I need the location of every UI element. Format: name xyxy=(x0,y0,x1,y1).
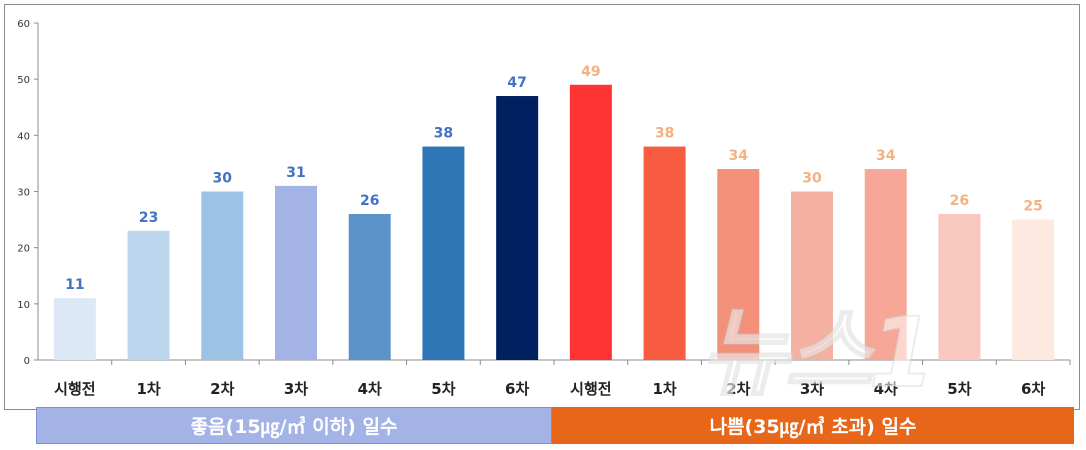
data-label: 34 xyxy=(876,148,896,164)
data-label: 23 xyxy=(139,210,158,226)
data-label: 38 xyxy=(434,126,453,142)
bar xyxy=(938,213,981,360)
x-tick-label: 2차 xyxy=(210,380,234,398)
x-axis: 시행전 1차 2차 3차 4차 5차 6차 시행전 1차 2차 3차 4차 5차 6차 xyxy=(54,360,1071,398)
bar xyxy=(422,146,465,360)
y-tick-label: 30 xyxy=(17,188,30,199)
y-tick-label: 0 xyxy=(24,356,30,367)
data-label: 26 xyxy=(950,193,969,209)
data-label: 38 xyxy=(655,126,674,142)
data-label: 47 xyxy=(507,75,526,91)
data-label: 49 xyxy=(581,64,600,80)
x-tick-label: 3차 xyxy=(284,380,308,398)
data-label: 25 xyxy=(1023,199,1042,215)
x-tick-label: 시행전 xyxy=(54,380,95,398)
x-tick-label: 시행전 xyxy=(570,380,611,398)
x-tick-label: 4차 xyxy=(874,380,898,398)
bar xyxy=(717,169,760,360)
group-label-bad-days: 나쁨(35㎍/㎥ 초과) 일수 xyxy=(552,407,1074,444)
x-tick-label: 4차 xyxy=(358,380,382,398)
data-label: 34 xyxy=(729,148,749,164)
bar xyxy=(275,185,317,360)
bar xyxy=(348,213,391,360)
data-label: 30 xyxy=(213,171,233,187)
data-label: 30 xyxy=(802,171,822,187)
bar xyxy=(201,191,244,360)
data-label: 31 xyxy=(286,165,305,181)
data-labels: 11 23 30 31 26 38 47 49 38 34 30 34 26 25 xyxy=(65,64,1043,293)
x-tick-label: 6차 xyxy=(505,380,529,398)
x-tick-label: 5차 xyxy=(431,380,455,398)
bar xyxy=(791,191,833,360)
data-label: 11 xyxy=(65,277,84,293)
bar xyxy=(643,146,686,360)
y-tick-label: 60 xyxy=(17,19,30,30)
data-label: 26 xyxy=(360,193,379,209)
x-tick-label: 3차 xyxy=(800,380,824,398)
y-tick-label: 10 xyxy=(17,300,30,311)
y-tick-label: 20 xyxy=(17,244,30,255)
x-tick-label: 6차 xyxy=(1021,380,1045,398)
x-tick-label: 1차 xyxy=(652,380,676,398)
group-label-good-days: 좋음(15㎍/㎥ 이하) 일수 xyxy=(36,407,552,444)
bar xyxy=(864,169,907,360)
y-tick-label: 50 xyxy=(17,75,30,86)
bars xyxy=(53,84,1055,361)
bar xyxy=(127,230,170,360)
y-tick-label: 40 xyxy=(17,131,30,142)
bar xyxy=(53,298,96,360)
bar xyxy=(1012,219,1055,360)
x-tick-label: 1차 xyxy=(136,380,160,398)
y-axis: 0 10 20 30 40 50 60 xyxy=(17,19,1070,367)
x-tick-label: 2차 xyxy=(726,380,750,398)
bar xyxy=(496,96,539,361)
bar xyxy=(569,84,612,361)
x-tick-label: 5차 xyxy=(947,380,971,398)
